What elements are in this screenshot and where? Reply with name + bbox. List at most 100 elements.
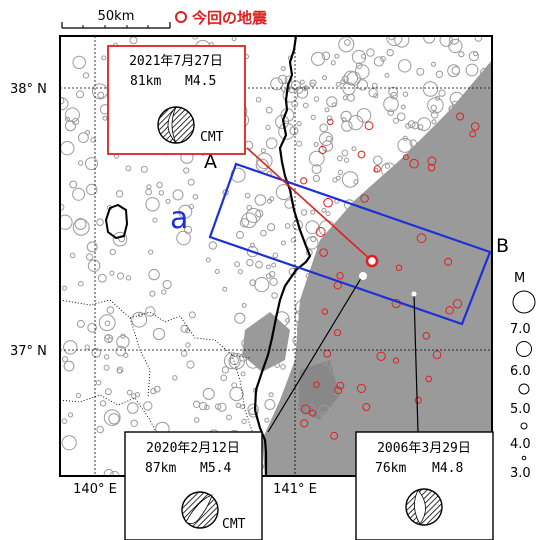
past-event-marker <box>192 194 199 200</box>
section-end-a: A <box>204 151 217 173</box>
past-event-marker <box>416 279 423 286</box>
past-event-marker <box>72 187 86 201</box>
focal-mechanism-icon-2021 <box>157 106 195 144</box>
past-event-marker <box>265 137 278 150</box>
past-event-marker <box>437 260 445 268</box>
past-event-marker <box>298 465 304 471</box>
past-event-marker <box>96 425 104 434</box>
past-event-marker <box>295 299 312 317</box>
past-event-marker <box>63 340 78 355</box>
past-event-marker <box>198 401 208 411</box>
past-event-marker <box>444 220 450 226</box>
past-event-marker <box>256 152 273 170</box>
past-event-marker <box>324 299 336 311</box>
past-event-marker <box>280 66 286 72</box>
event-cmt-2021: CMT <box>200 130 224 145</box>
past-event-marker <box>302 102 309 109</box>
past-event-marker <box>398 59 412 73</box>
past-event-marker <box>380 56 386 62</box>
past-event-marker <box>105 388 112 396</box>
scale-bar: 50km <box>61 9 171 29</box>
past-event-marker <box>104 354 110 360</box>
recent-event-marker <box>356 383 366 393</box>
past-event-marker <box>296 320 305 329</box>
past-event-marker <box>449 36 460 45</box>
lake-inawashiro <box>104 203 129 240</box>
past-event-marker <box>470 229 476 235</box>
past-event-marker <box>364 327 370 333</box>
past-event-marker <box>297 434 303 440</box>
past-event-marker <box>294 431 309 446</box>
event-date-2006: 2006年3月29日 <box>377 441 471 456</box>
past-event-marker <box>317 404 331 418</box>
past-event-marker <box>112 231 128 247</box>
past-event-marker <box>418 148 425 155</box>
past-event-marker <box>145 197 160 212</box>
past-event-marker <box>376 243 382 249</box>
event-depth-2020: 87km <box>145 461 176 476</box>
past-event-marker <box>313 96 320 102</box>
past-event-marker <box>72 55 86 70</box>
past-event-marker <box>91 348 101 358</box>
past-event-marker <box>433 284 439 290</box>
past-event-marker <box>375 299 389 313</box>
past-event-marker <box>324 107 330 113</box>
past-event-marker <box>265 124 271 131</box>
past-event-marker <box>474 36 483 42</box>
past-event-marker <box>318 314 325 321</box>
past-event-marker <box>392 117 399 124</box>
past-event-marker <box>137 312 143 318</box>
past-event-marker <box>474 107 487 119</box>
past-event-marker <box>341 171 359 188</box>
past-event-marker <box>373 167 379 173</box>
past-event-marker <box>373 248 386 261</box>
past-event-marker <box>402 91 409 97</box>
recent-event-marker <box>333 329 342 337</box>
past-event-marker <box>289 126 299 136</box>
past-event-marker <box>435 95 441 101</box>
past-event-marker <box>371 381 377 387</box>
past-event-marker <box>335 175 341 181</box>
past-event-marker <box>484 325 492 338</box>
past-event-marker <box>408 243 415 250</box>
recent-event-marker <box>323 349 332 358</box>
past-event-marker <box>438 89 446 97</box>
epicenter-2020 <box>359 272 367 280</box>
past-event-marker <box>285 383 293 390</box>
past-event-marker <box>222 286 228 292</box>
past-event-marker <box>296 140 303 147</box>
past-event-marker <box>272 252 279 259</box>
past-event-marker <box>406 325 413 332</box>
recent-event-marker <box>357 150 366 159</box>
recent-event-marker <box>309 409 317 417</box>
past-event-marker <box>417 277 426 287</box>
past-event-marker <box>439 126 448 135</box>
past-event-marker <box>109 270 115 276</box>
past-event-marker <box>351 218 357 224</box>
past-event-marker <box>417 124 424 131</box>
past-event-marker <box>420 369 427 377</box>
past-event-marker <box>340 248 347 254</box>
past-event-marker <box>467 289 473 295</box>
lat-label-37: 37° N <box>10 344 47 359</box>
past-event-marker <box>461 154 468 161</box>
past-event-marker <box>359 310 368 319</box>
past-event-marker <box>316 446 326 456</box>
past-event-marker <box>465 63 479 77</box>
past-event-marker <box>61 418 68 425</box>
cross-section-box <box>208 162 492 326</box>
past-event-marker <box>317 243 326 253</box>
recent-event-marker <box>409 158 419 169</box>
past-event-marker <box>442 256 455 269</box>
past-event-marker <box>382 271 393 282</box>
past-event-marker <box>326 96 338 108</box>
recent-event-marker <box>321 308 328 315</box>
past-event-marker <box>215 403 222 410</box>
past-event-marker <box>249 279 257 287</box>
past-event-marker <box>313 142 319 147</box>
past-event-marker <box>430 176 441 186</box>
past-event-marker <box>349 379 355 385</box>
past-event-marker <box>480 192 488 199</box>
past-event-marker <box>432 245 441 254</box>
past-event-marker <box>97 91 105 99</box>
